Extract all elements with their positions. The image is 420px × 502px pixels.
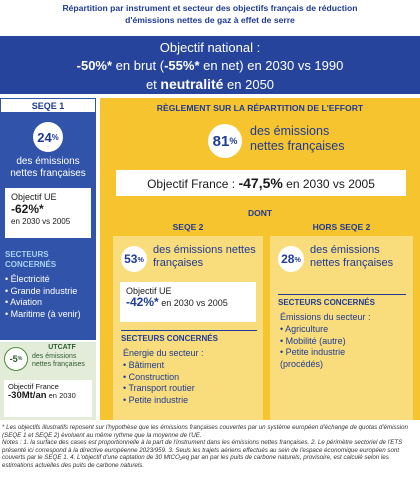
- dont-label: DONT: [247, 208, 273, 218]
- title-line: Répartition par instrument et secteur de…: [62, 3, 358, 13]
- text-segment: en brut (: [112, 58, 165, 73]
- text-segment: en net) en 2030 vs 1990: [199, 58, 344, 73]
- effort-label: RÈGLEMENT SUR LA RÉPARTITION DE L'EFFORT: [156, 103, 364, 113]
- sector: Électricité: [5, 274, 95, 286]
- footnotes: * Les objectifs illustratifs reposent su…: [2, 424, 418, 470]
- share-text: des émissions nettes françaises: [10, 156, 86, 179]
- sector: Agriculture: [280, 324, 390, 336]
- share-value: 24: [37, 129, 52, 145]
- share-circle: 53%: [121, 246, 147, 272]
- goal-label: Objectif UE: [11, 192, 57, 202]
- text-segment: et: [145, 77, 161, 92]
- share-unit: %: [51, 132, 59, 142]
- goal-period: en 2030 vs 2005: [282, 177, 375, 191]
- share-circle: -5%: [4, 347, 28, 371]
- seqe2-label: SEQE 2: [172, 222, 204, 232]
- sector: Aviation: [5, 297, 95, 309]
- sector: Petite industrie (procédés): [280, 347, 390, 370]
- sectors-list: Bâtiment Construction Transport routier …: [123, 360, 259, 406]
- goal-line: -42%* en 2030 vs 2005: [126, 295, 250, 309]
- energy-title: Énergie du secteur :: [123, 348, 204, 358]
- goal-period: en 2030: [48, 391, 76, 400]
- goal-box: Objectif France -30Mt/an en 2030: [4, 380, 92, 417]
- share-text: des émissions nettes françaises: [32, 353, 85, 368]
- seqe2-panel: 53% des émissions nettes françaises Obje…: [113, 236, 263, 420]
- share-circle: 81%: [208, 124, 242, 158]
- goal-period: en 2030 vs 2005: [11, 217, 71, 226]
- sector: Bâtiment: [123, 360, 259, 372]
- sector: Mobilité (autre): [280, 336, 390, 348]
- sectors-list: Agriculture Mobilité (autre) Petite indu…: [280, 324, 390, 370]
- share-text: des émissions nettes françaises: [250, 124, 345, 153]
- hors-seqe2-label: HORS SEQE 2: [312, 222, 371, 232]
- goal-box: Objectif France : -47,5% en 2030 vs 2005: [116, 170, 406, 196]
- national-line: -50%* en brut (-55%* en net) en 2030 vs …: [0, 57, 420, 75]
- share-circle: 24%: [33, 122, 63, 152]
- footnote: * Les objectifs illustratifs reposent su…: [2, 424, 408, 439]
- share-text: des émissions nettes françaises: [153, 244, 256, 269]
- goal-box: Objectif UE -62%* en 2030 vs 2005: [5, 188, 91, 238]
- hors-seqe2-panel: 28% des émissions nettes françaises SECT…: [270, 236, 413, 420]
- sector: Transport routier: [123, 383, 259, 395]
- share-value: 81: [212, 132, 230, 150]
- seqe1-label: SEQE 1: [0, 98, 96, 113]
- national-banner: Objectif national : -50%* en brut (-55%*…: [0, 36, 420, 94]
- title: Répartition par instrument et secteur de…: [0, 2, 420, 26]
- share-value: 53: [124, 252, 138, 266]
- sector: Petite industrie: [123, 395, 259, 407]
- utcatf-label: UTCATF: [48, 344, 76, 351]
- emissions-title: Émissions du secteur :: [280, 312, 371, 322]
- goal-value: -42%*: [126, 295, 159, 309]
- sectors-title: SECTEURS CONCERNÉS: [278, 294, 406, 307]
- text-segment: neutralité: [160, 76, 224, 92]
- goal-box: Objectif UE -42%* en 2030 vs 2005: [120, 282, 256, 322]
- sector: Construction: [123, 372, 259, 384]
- share-unit: %: [17, 356, 23, 362]
- text-segment: en 2050: [223, 77, 275, 92]
- share-value: -5: [9, 354, 18, 364]
- effort-panel: RÈGLEMENT SUR LA RÉPARTITION DE L'EFFORT…: [100, 98, 420, 420]
- share-unit: %: [229, 136, 238, 146]
- share-value: 28: [281, 252, 295, 266]
- title-line: d'émissions nettes de gaz à effet de ser…: [125, 15, 295, 25]
- goal-value: -62%*: [11, 202, 44, 216]
- goal-label: Objectif UE: [126, 286, 172, 296]
- share-unit: %: [137, 254, 144, 264]
- goal-value: -30Mt/an: [8, 390, 47, 401]
- share-text: des émissions nettes françaises: [310, 244, 394, 269]
- goal-value: -47,5%: [238, 175, 283, 191]
- goal-label: Objectif France: [8, 382, 59, 391]
- footnote: Notes : 1. la surface des cases est prop…: [2, 439, 403, 469]
- goal-period: en 2030 vs 2005: [158, 298, 228, 308]
- sectors-title: SECTEURS CONCERNÉS: [121, 330, 257, 343]
- sector: Maritime (à venir): [5, 309, 95, 321]
- goal-label: Objectif France :: [147, 177, 239, 191]
- seqe1-panel: SEQE 1 24% des émissions nettes français…: [0, 98, 96, 340]
- goal-line: -30Mt/an en 2030: [8, 390, 88, 401]
- sectors-title: SECTEURS CONCERNÉS: [5, 250, 57, 269]
- utcatf-panel: -5% UTCATF des émissions nettes français…: [0, 342, 96, 420]
- sectors-list: Électricité Grande industrie Aviation Ma…: [5, 274, 95, 320]
- share-circle: 28%: [278, 246, 304, 272]
- national-line: et neutralité en 2050: [0, 75, 420, 94]
- share-unit: %: [294, 254, 301, 264]
- text-segment: -55%*: [164, 58, 200, 73]
- sector: Grande industrie: [5, 286, 95, 298]
- text-segment: -50%*: [76, 58, 113, 73]
- national-heading: Objectif national :: [159, 40, 261, 55]
